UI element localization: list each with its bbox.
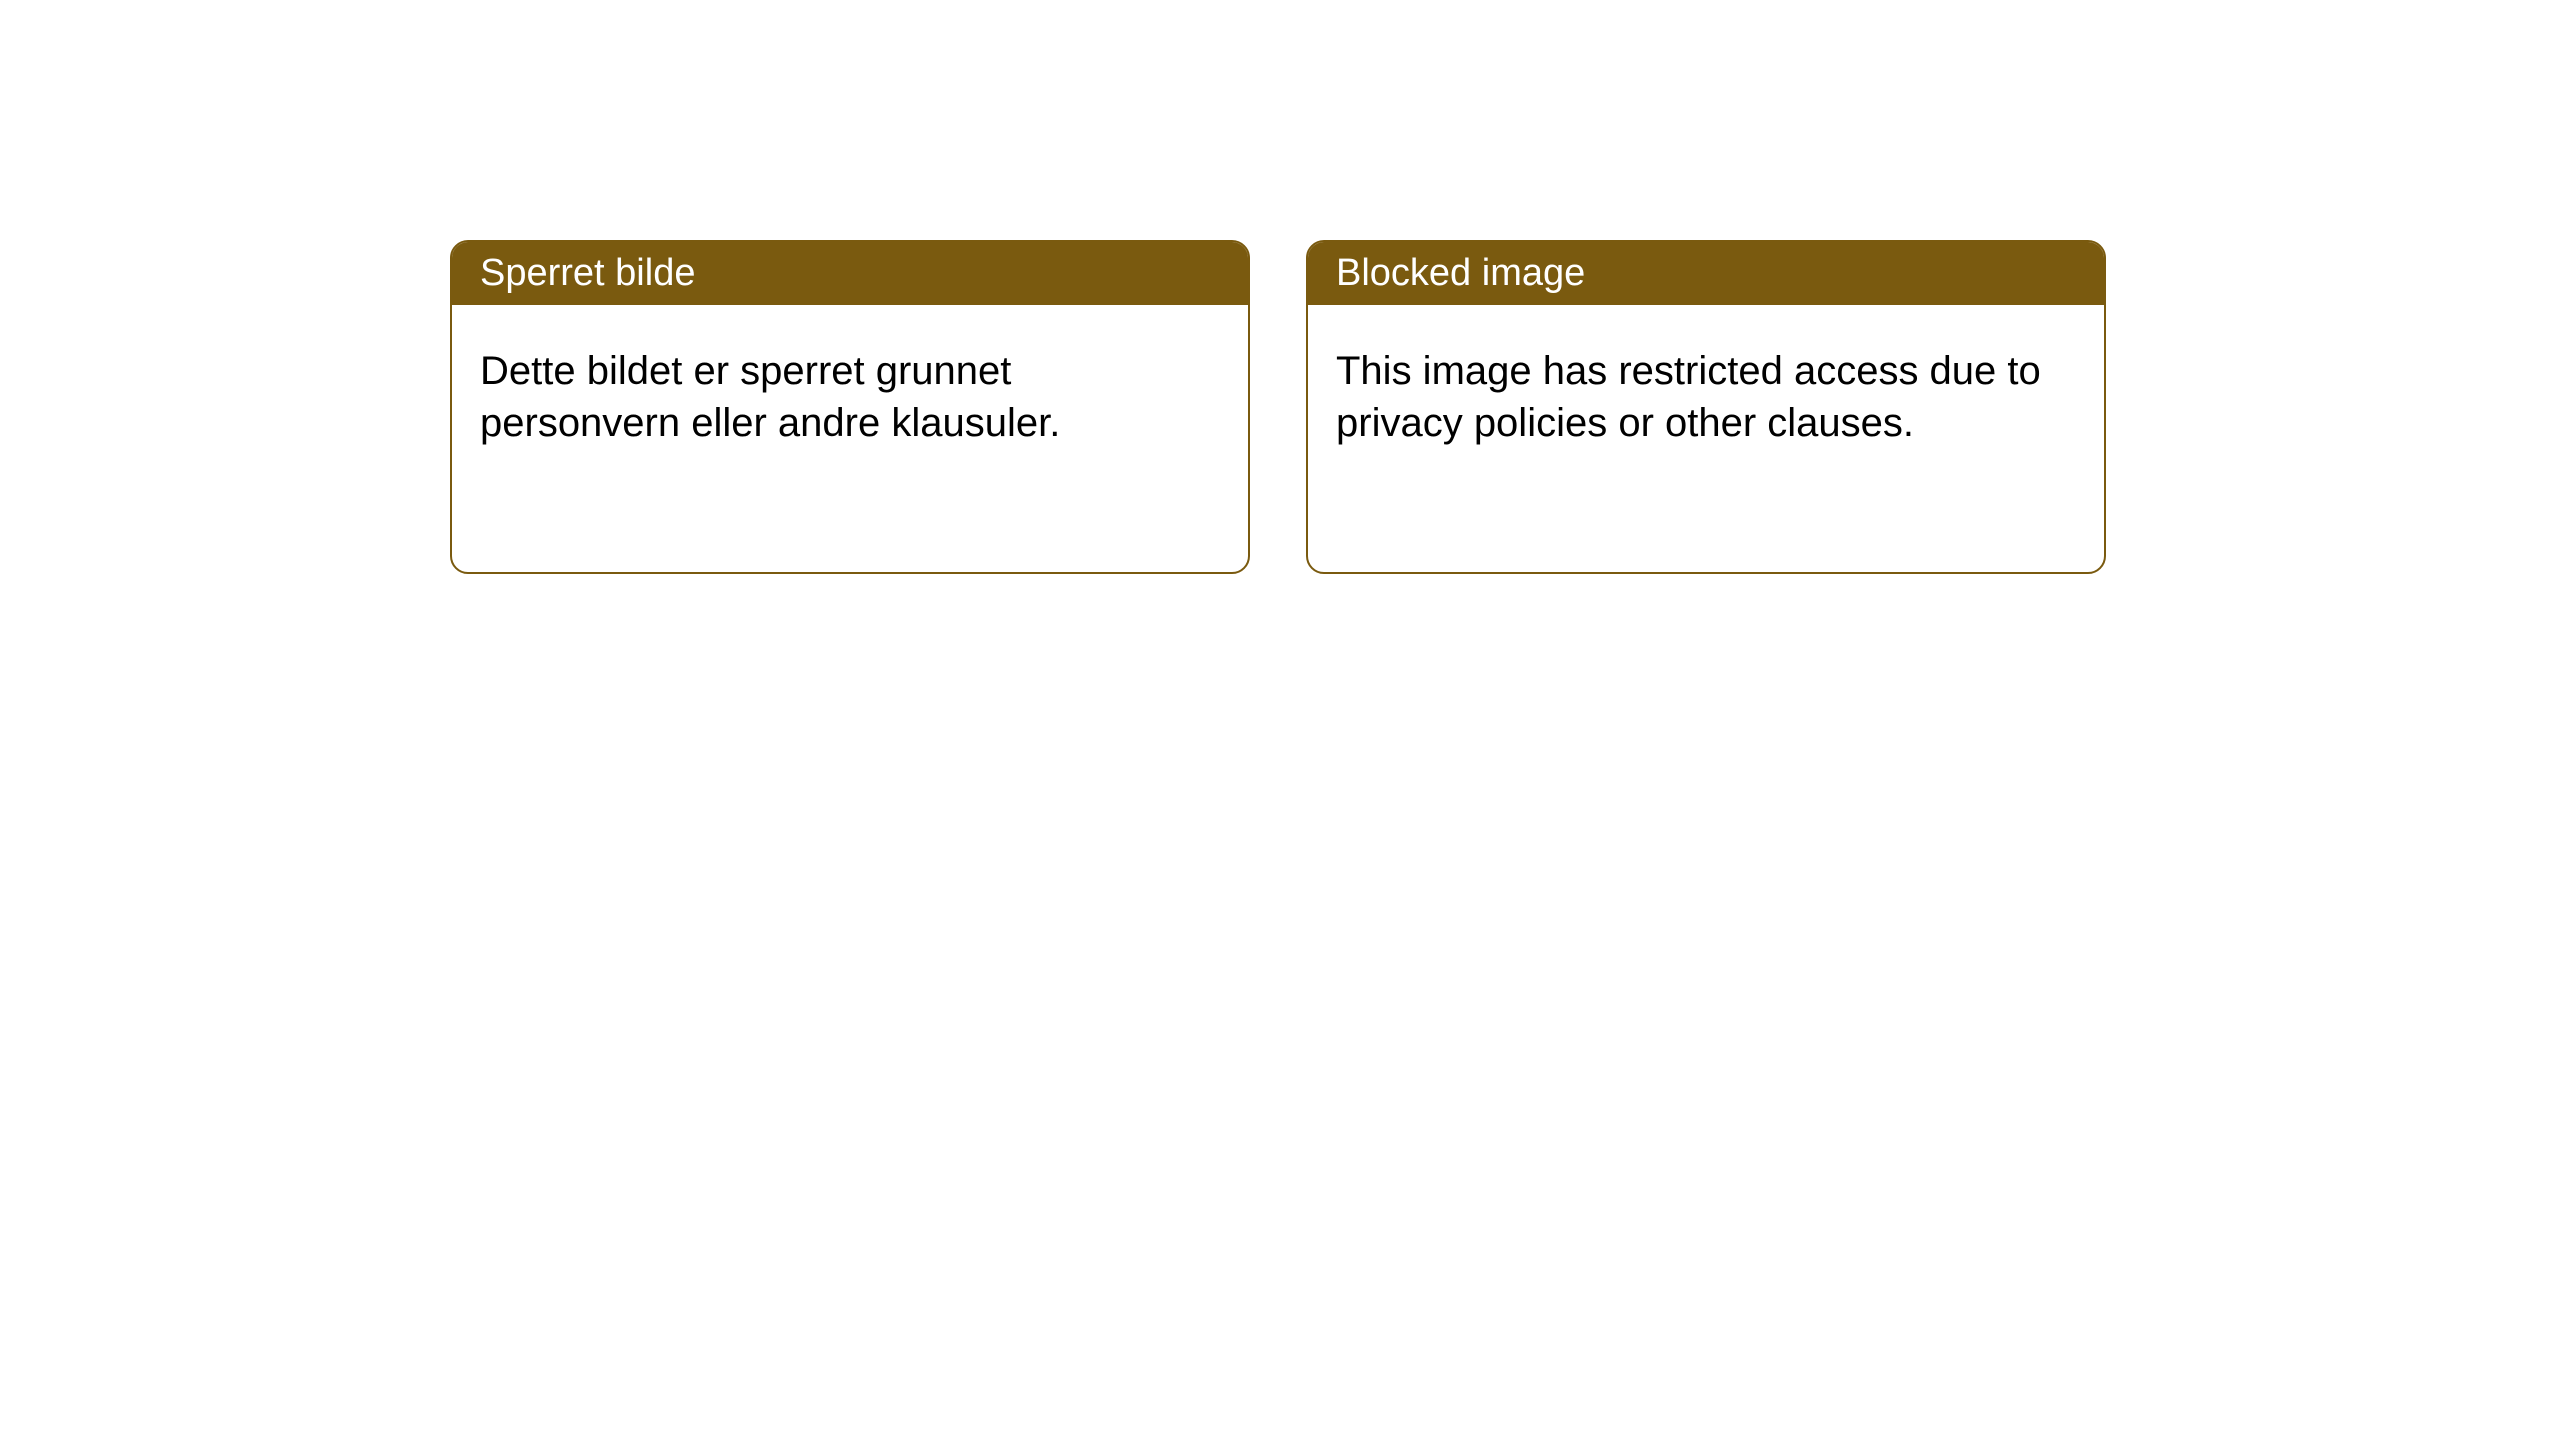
notice-card-english: Blocked image This image has restricted … bbox=[1306, 240, 2106, 574]
notice-cards-container: Sperret bilde Dette bildet er sperret gr… bbox=[450, 240, 2106, 574]
card-header-title: Blocked image bbox=[1308, 242, 2104, 305]
notice-card-norwegian: Sperret bilde Dette bildet er sperret gr… bbox=[450, 240, 1250, 574]
card-body-text: This image has restricted access due to … bbox=[1308, 305, 2104, 489]
card-body-text: Dette bildet er sperret grunnet personve… bbox=[452, 305, 1248, 489]
card-header-title: Sperret bilde bbox=[452, 242, 1248, 305]
